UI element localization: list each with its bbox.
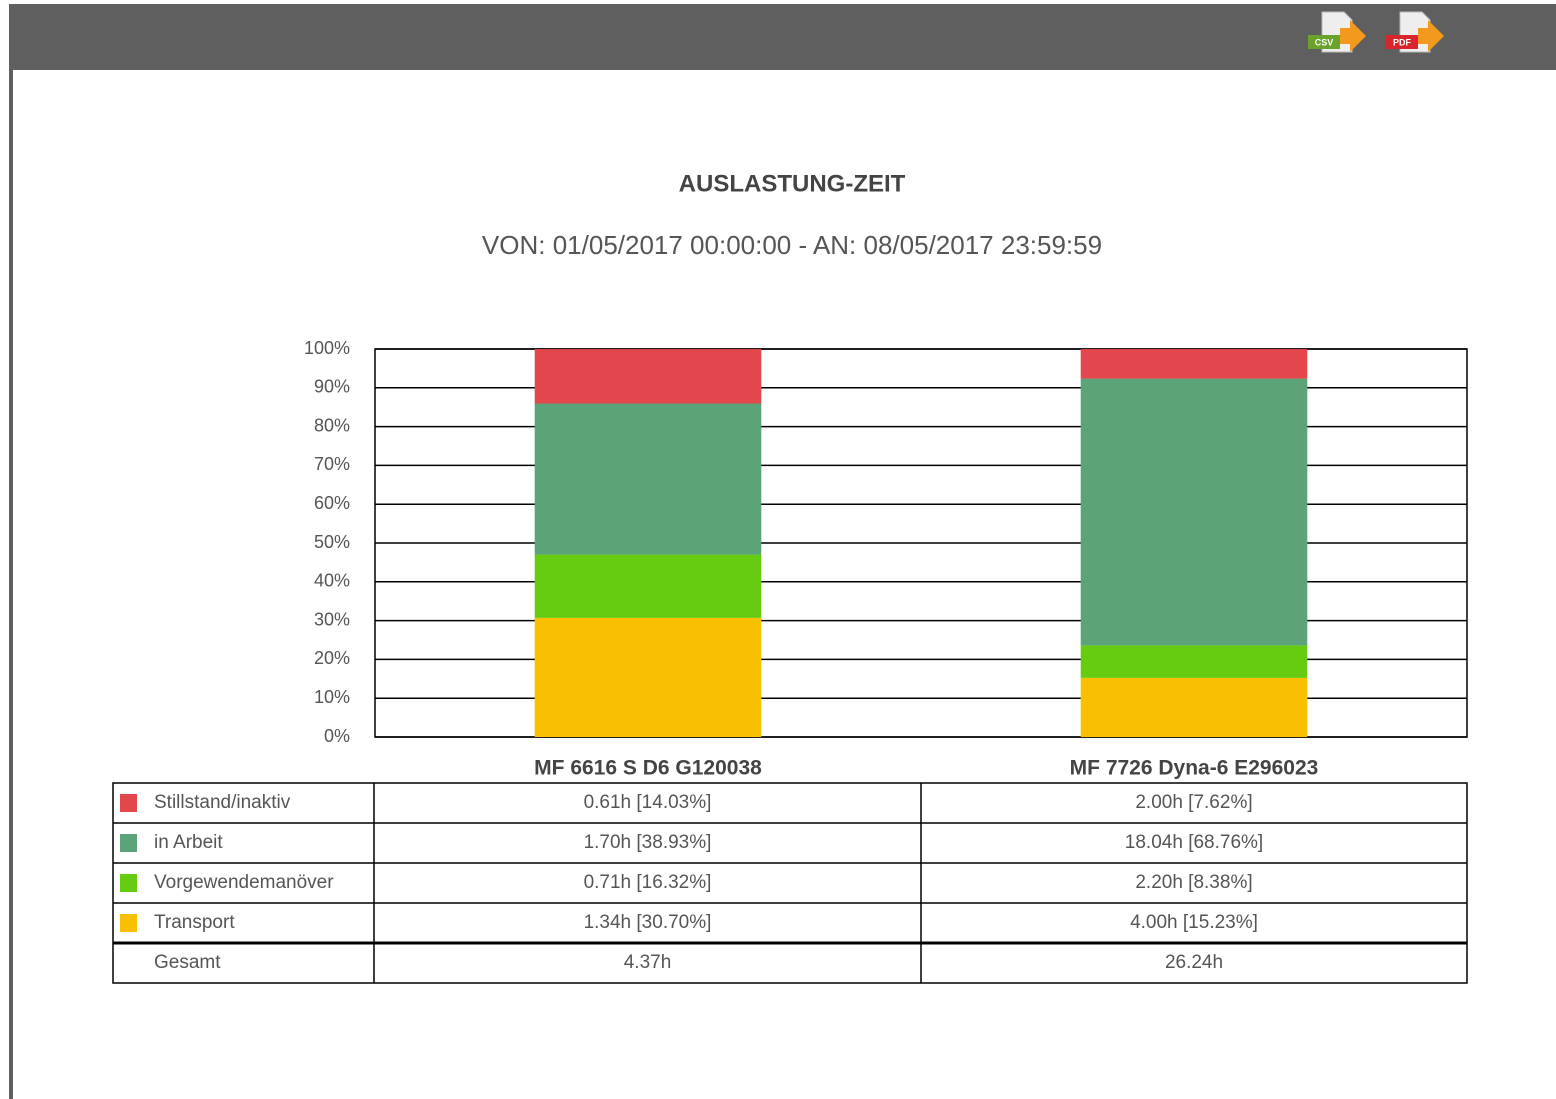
table-value: 1.70h [38.93%] <box>584 832 712 853</box>
y-tick-label: 20% <box>314 648 350 668</box>
legend-label: in Arbeit <box>154 832 223 853</box>
chart-subtitle: VON: 01/05/2017 00:00:00 - AN: 08/05/201… <box>482 230 1102 260</box>
table-value: 2.20h [8.38%] <box>1135 872 1252 893</box>
legend-swatch <box>120 874 137 892</box>
total-label: Gesamt <box>154 952 221 973</box>
y-tick-label: 70% <box>314 454 350 474</box>
table-value: 0.71h [16.32%] <box>584 872 712 893</box>
chart-title: AUSLASTUNG-ZEIT <box>679 170 906 197</box>
y-tick-label: 80% <box>314 415 350 435</box>
left-border <box>9 4 13 1099</box>
y-tick-label: 50% <box>314 532 350 552</box>
csv-label: CSV <box>1315 37 1334 47</box>
bar-segment <box>1080 677 1308 737</box>
pdf-badge <box>1386 35 1418 49</box>
bar-segment <box>1080 349 1308 379</box>
x-tick-label: MF 7726 Dyna-6 E296023 <box>1070 757 1319 780</box>
y-tick-label: 30% <box>314 609 350 629</box>
legend-swatch <box>120 914 137 932</box>
legend-swatch <box>120 834 137 852</box>
y-tick-label: 10% <box>314 687 350 707</box>
table-value: 2.00h [7.62%] <box>1135 792 1252 813</box>
bar-segment <box>534 617 762 737</box>
bar-segment <box>534 403 762 555</box>
table-border <box>112 782 1468 984</box>
pdf-button[interactable]: PDF <box>1386 11 1444 53</box>
bar-segment <box>1080 645 1308 678</box>
y-tick-label: 40% <box>314 571 350 591</box>
csv-badge <box>1308 35 1340 49</box>
table-value: 1.34h [30.70%] <box>584 912 712 933</box>
y-tick-label: 60% <box>314 493 350 513</box>
bar-segment <box>1080 378 1308 646</box>
pdf-arrow <box>1418 20 1444 52</box>
table-value: 4.00h [15.23%] <box>1130 912 1258 933</box>
legend-label: Transport <box>154 912 235 933</box>
x-tick-label: MF 6616 S D6 G120038 <box>534 757 762 780</box>
bar-segment <box>534 349 762 404</box>
legend-swatch <box>120 794 137 812</box>
table-value: 0.61h [14.03%] <box>584 792 712 813</box>
table-value: 18.04h [68.76%] <box>1125 832 1263 853</box>
pdf-label: PDF <box>1393 37 1412 47</box>
legend-label: Vorgewendemanöver <box>154 872 334 893</box>
total-value: 26.24h <box>1165 952 1223 973</box>
toolbar <box>10 4 1556 70</box>
y-tick-label: 90% <box>314 377 350 397</box>
legend-label: Stillstand/inaktiv <box>154 792 291 813</box>
y-tick-label: 100% <box>304 338 350 358</box>
csv-button[interactable]: CSV <box>1308 11 1366 53</box>
csv-arrow <box>1340 20 1366 52</box>
total-value: 4.37h <box>624 952 672 973</box>
bar-segment <box>534 554 762 618</box>
y-tick-label: 0% <box>324 726 350 746</box>
